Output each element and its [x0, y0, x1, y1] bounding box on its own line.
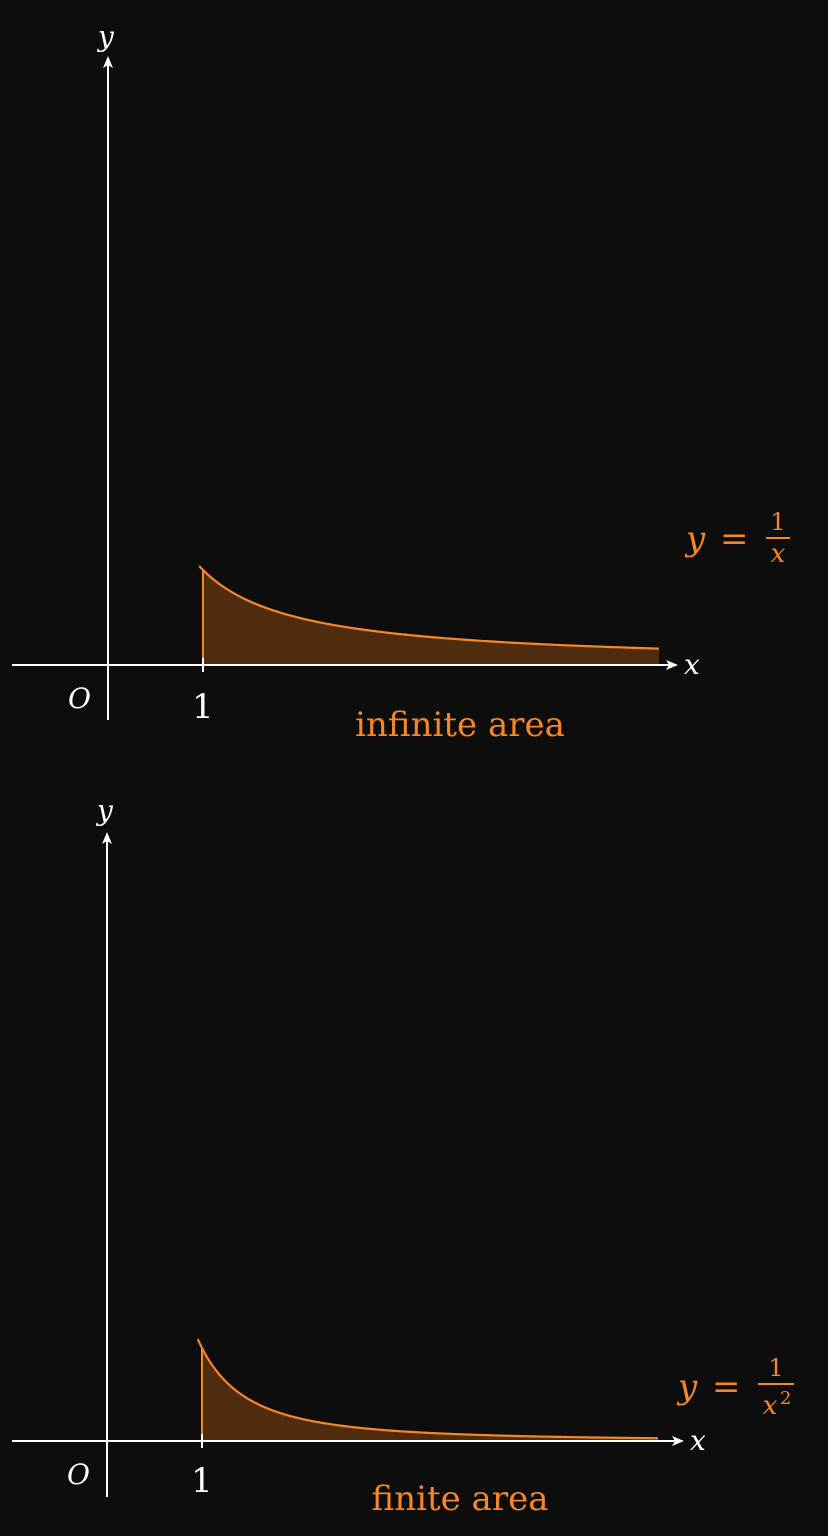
equation-numerator-inverse-square: 1: [768, 1354, 783, 1382]
x-axis-label-inverse-square: x: [690, 1424, 706, 1457]
equation-lhs-reciprocal: y: [684, 519, 706, 559]
equation-denominator-inverse-square: x: [763, 1391, 778, 1421]
equation-numerator-reciprocal: 1: [770, 508, 785, 536]
equation-op-reciprocal: =: [720, 519, 749, 559]
equation-op-inverse-square: =: [712, 1367, 741, 1407]
shaded-area-inverse-square: [202, 1348, 658, 1441]
curve-inverse-square: [196, 1338, 659, 1440]
y-axis-arrow-reciprocal: [103, 56, 113, 68]
caption-infinite-area: infinite area: [355, 705, 565, 745]
curve-reciprocal: [198, 565, 660, 650]
equation-lhs-inverse-square: y: [676, 1367, 698, 1407]
x-axis-arrow-reciprocal: [666, 660, 678, 670]
shaded-area-reciprocal: [203, 570, 659, 665]
origin-label-inverse-square: O: [67, 1458, 90, 1491]
plot-inverse-square: y x O 1 finite area y = 1 x 2: [12, 794, 794, 1519]
x-axis-label-reciprocal: x: [684, 648, 700, 681]
y-axis-label-reciprocal: y: [96, 20, 115, 53]
origin-label-reciprocal: O: [68, 682, 91, 715]
equation-denominator-reciprocal: x: [771, 539, 786, 569]
tick-label-1-reciprocal: 1: [192, 687, 214, 727]
equation-inverse-square: y = 1 x 2: [676, 1354, 794, 1421]
tick-label-1-inverse-square: 1: [191, 1461, 213, 1501]
plot-reciprocal: y x O 1 infinite area y = 1 x: [12, 20, 790, 745]
y-axis-label-inverse-square: y: [95, 794, 114, 827]
equation-exponent-inverse-square: 2: [780, 1388, 791, 1409]
x-axis-arrow-inverse-square: [672, 1436, 684, 1446]
caption-finite-area: finite area: [372, 1479, 549, 1519]
y-axis-arrow-inverse-square: [102, 832, 112, 844]
equation-reciprocal: y = 1 x: [684, 508, 790, 569]
